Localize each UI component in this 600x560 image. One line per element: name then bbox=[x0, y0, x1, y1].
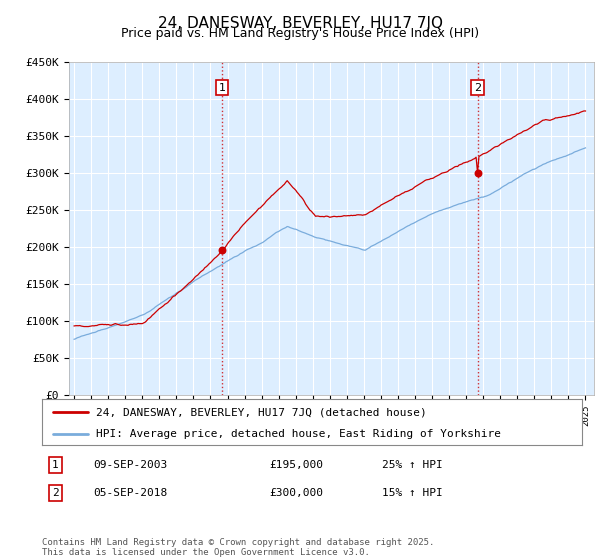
Text: £195,000: £195,000 bbox=[269, 460, 323, 470]
Text: Contains HM Land Registry data © Crown copyright and database right 2025.
This d: Contains HM Land Registry data © Crown c… bbox=[42, 538, 434, 557]
Text: £300,000: £300,000 bbox=[269, 488, 323, 498]
Text: 1: 1 bbox=[218, 82, 226, 92]
Text: 09-SEP-2003: 09-SEP-2003 bbox=[94, 460, 167, 470]
Text: 24, DANESWAY, BEVERLEY, HU17 7JQ (detached house): 24, DANESWAY, BEVERLEY, HU17 7JQ (detach… bbox=[96, 407, 427, 417]
Text: 25% ↑ HPI: 25% ↑ HPI bbox=[382, 460, 443, 470]
Point bbox=[217, 246, 227, 255]
Text: 05-SEP-2018: 05-SEP-2018 bbox=[94, 488, 167, 498]
Text: 2: 2 bbox=[474, 82, 481, 92]
Text: 1: 1 bbox=[52, 460, 59, 470]
Point bbox=[473, 168, 482, 177]
Text: HPI: Average price, detached house, East Riding of Yorkshire: HPI: Average price, detached house, East… bbox=[96, 429, 501, 438]
Text: 15% ↑ HPI: 15% ↑ HPI bbox=[382, 488, 443, 498]
Text: Price paid vs. HM Land Registry's House Price Index (HPI): Price paid vs. HM Land Registry's House … bbox=[121, 27, 479, 40]
Text: 2: 2 bbox=[52, 488, 59, 498]
Text: 24, DANESWAY, BEVERLEY, HU17 7JQ: 24, DANESWAY, BEVERLEY, HU17 7JQ bbox=[157, 16, 443, 31]
